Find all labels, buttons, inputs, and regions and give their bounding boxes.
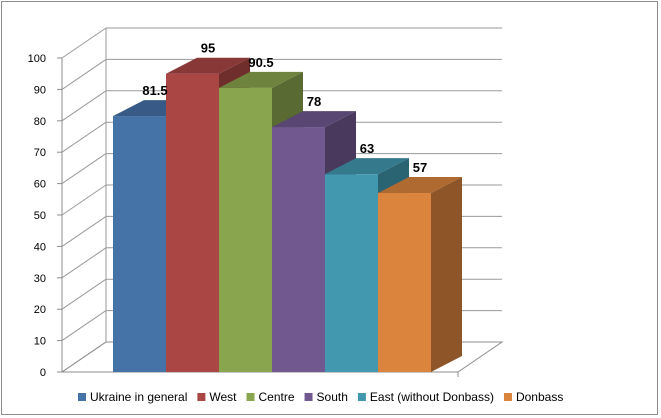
legend-label: Ukraine in general bbox=[90, 390, 187, 404]
y-tick-labels: 0 10 20 30 40 50 60 70 80 90 100 bbox=[28, 53, 46, 379]
legend: Ukraine in general West Centre South East (w… bbox=[78, 390, 563, 404]
bar-donbass bbox=[378, 177, 462, 372]
legend-swatch bbox=[304, 393, 313, 401]
data-label: 78 bbox=[307, 94, 321, 109]
gridline-depth bbox=[61, 184, 107, 216]
gridline-depth bbox=[61, 278, 107, 310]
legend-label: East (without Donbass) bbox=[370, 390, 494, 404]
legend-item: Ukraine in general bbox=[78, 390, 187, 404]
gridline-depth bbox=[61, 215, 107, 247]
legend-label: Donbass bbox=[516, 390, 563, 404]
gridline-depth bbox=[61, 90, 107, 122]
y-tick-label: 60 bbox=[34, 179, 46, 191]
y-tick-label: 100 bbox=[28, 53, 46, 65]
bar-front bbox=[219, 87, 272, 372]
y-tick-label: 40 bbox=[34, 241, 46, 253]
bar-front bbox=[113, 116, 166, 372]
gridline-depth bbox=[61, 153, 107, 185]
gridline-depth bbox=[61, 58, 107, 90]
y-tick-label: 0 bbox=[40, 367, 46, 379]
bar-front bbox=[325, 174, 378, 372]
legend-label: West bbox=[209, 390, 237, 404]
bar-top bbox=[378, 177, 462, 194]
gridline-depth bbox=[61, 27, 107, 59]
legend-item: South bbox=[304, 390, 348, 404]
y-tick-label: 70 bbox=[34, 147, 46, 159]
y-tick-label: 20 bbox=[34, 304, 46, 316]
legend-swatch bbox=[246, 393, 255, 401]
bar-top bbox=[219, 71, 303, 88]
data-label: 90.5 bbox=[248, 55, 273, 70]
legend-swatch bbox=[357, 393, 366, 401]
bar-front bbox=[378, 193, 431, 372]
bar-top bbox=[272, 111, 356, 128]
data-labels: 81.5 95 90.5 78 63 57 bbox=[142, 41, 427, 175]
bar-side bbox=[431, 177, 462, 372]
legend-swatch bbox=[197, 393, 206, 401]
legend-swatch bbox=[78, 393, 86, 401]
bar-top bbox=[166, 57, 250, 74]
gridline-depth bbox=[61, 310, 107, 342]
bar-top bbox=[325, 158, 409, 175]
y-tick-label: 10 bbox=[34, 336, 46, 348]
y-tick-label: 80 bbox=[34, 116, 46, 128]
legend-item: Centre bbox=[246, 390, 295, 404]
data-label: 95 bbox=[201, 41, 215, 56]
bar-front bbox=[272, 127, 325, 372]
legend-label: Centre bbox=[259, 390, 295, 404]
y-tick-label: 90 bbox=[34, 84, 46, 96]
legend-item: East (without Donbass) bbox=[357, 390, 494, 404]
data-label: 57 bbox=[413, 160, 427, 175]
legend-item: Donbass bbox=[503, 390, 563, 404]
gridline-depth bbox=[61, 121, 107, 153]
legend-label: South bbox=[317, 390, 348, 404]
bar-front bbox=[166, 73, 219, 372]
legend-item: West bbox=[197, 390, 237, 404]
legend-swatch bbox=[503, 393, 512, 401]
y-tick-label: 50 bbox=[34, 210, 46, 222]
y-tick-label: 30 bbox=[34, 273, 46, 285]
bars bbox=[113, 57, 462, 372]
data-label: 63 bbox=[360, 141, 374, 156]
data-label: 81.5 bbox=[142, 83, 167, 98]
gridline-depth bbox=[61, 247, 107, 279]
